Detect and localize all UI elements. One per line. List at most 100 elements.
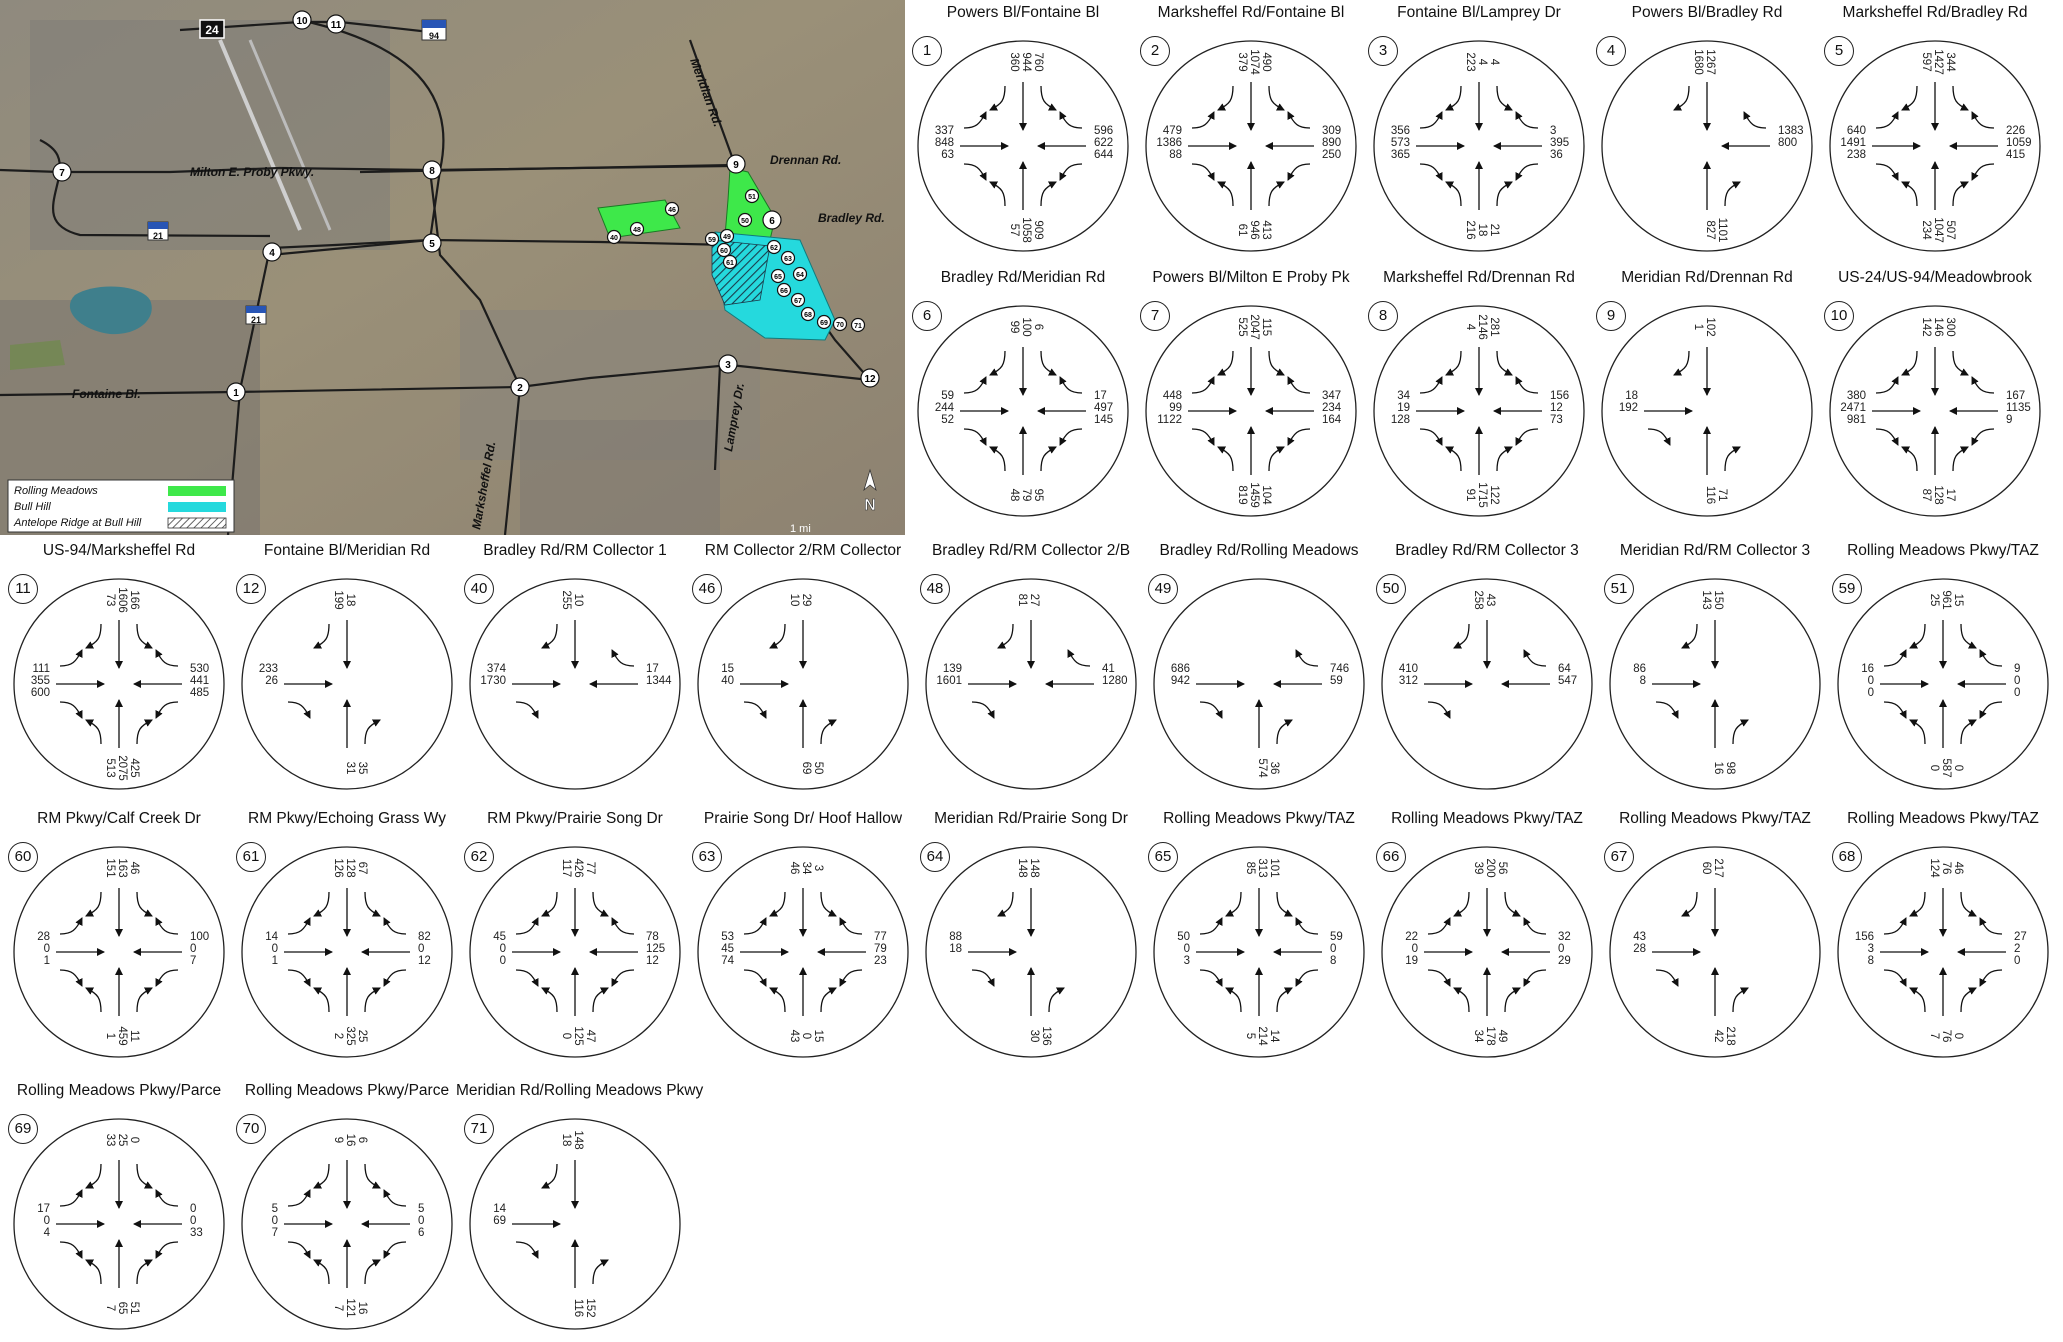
west-volume-label: 192 <box>1619 402 1638 414</box>
east-volume-label: 145 <box>1094 414 1113 426</box>
south-approach-arrow <box>1952 446 1969 472</box>
intersection-number-badge: 51 <box>1604 574 1634 604</box>
south-volume-label: 14 <box>1268 1030 1280 1043</box>
west-volume-label: 45 <box>721 943 734 955</box>
west-volume-label: 139 <box>943 663 962 675</box>
south-volume-label: 574 <box>1256 758 1268 778</box>
east-approach-arrow <box>1971 376 1995 394</box>
north-approach-arrow <box>364 1163 381 1189</box>
legend-label-bull-hill: Bull Hill <box>14 501 51 513</box>
west-volume-label: 337 <box>935 125 954 137</box>
intersection-number-badge: 1 <box>912 36 942 66</box>
intersection-panel-69: Rolling Meadows Pkwy/Parce 33 25 0 0 0 33 51 65 7… <box>6 1078 232 1342</box>
south-approach-arrow <box>1276 987 1293 1013</box>
svg-text:59: 59 <box>708 237 716 244</box>
north-approach-arrow <box>1681 891 1698 917</box>
west-volume-label: 14 <box>493 1203 506 1215</box>
north-approach-arrow <box>85 1163 102 1189</box>
intersection-number-badge: 49 <box>1148 574 1178 604</box>
panel-title: Bradley Rd/RM Collector 2/B <box>931 542 1131 559</box>
east-approach-arrow <box>1979 649 2003 667</box>
intersection-panel-67: Rolling Meadows Pkwy/TAZ 60 217 43 28 218 42 67 <box>1602 806 1828 1070</box>
south-volume-label: 136 <box>1040 1026 1052 1045</box>
south-volume-label: 7 <box>1928 1033 1940 1039</box>
map-marker-59: 59 <box>704 231 720 247</box>
west-volume-label: 244 <box>935 402 955 414</box>
intersection-number-badge: 9 <box>1596 301 1626 331</box>
intersection-circle <box>697 846 909 1058</box>
map-marker-7: 7 <box>52 162 72 182</box>
south-volume-label: 0 <box>800 1033 812 1039</box>
svg-text:2: 2 <box>517 383 523 394</box>
map-marker-68: 68 <box>800 306 816 322</box>
north-approach-arrow <box>1901 350 1918 376</box>
intersection-circle <box>1829 305 2041 517</box>
east-approach-arrow <box>1059 376 1083 394</box>
north-volume-label: 223 <box>1464 52 1476 71</box>
south-approach-arrow <box>313 1259 330 1285</box>
map-marker-46: 46 <box>664 201 680 217</box>
east-volume-label: 12 <box>1550 402 1563 414</box>
north-volume-label: 56 <box>1496 862 1508 875</box>
south-volume-label: 218 <box>1724 1026 1736 1045</box>
south-approach-arrow <box>136 1259 153 1285</box>
panel-title: Powers Bl/Fontaine Bl <box>946 4 1100 21</box>
east-volume-label: 12 <box>418 955 431 967</box>
north-approach-arrow <box>1445 350 1462 376</box>
intersection-panel-61: RM Pkwy/Echoing Grass Wy 126 128 67 82 0 12 25 3… <box>234 806 460 1070</box>
east-approach-arrow <box>383 969 407 987</box>
east-approach-arrow <box>1295 917 1319 935</box>
north-approach-arrow <box>1268 85 1285 111</box>
west-approach-arrow <box>743 969 767 987</box>
west-volume-label: 640 <box>1847 125 1866 137</box>
svg-text:94: 94 <box>429 31 439 41</box>
intersection-number-badge: 68 <box>1832 842 1862 872</box>
west-approach-arrow <box>1191 376 1215 394</box>
rolling-meadows-area <box>597 199 681 239</box>
svg-text:10: 10 <box>296 16 308 27</box>
map-marker-10: 10 <box>292 10 312 30</box>
north-approach-arrow <box>989 350 1006 376</box>
intersection-panel-10: US-24/US-94/Meadowbrook 142 146 300 167 1135 9… <box>1822 265 2048 529</box>
map-marker-65: 65 <box>770 268 786 284</box>
east-approach-arrow <box>1515 376 1539 394</box>
north-volume-label: 34 <box>800 862 812 875</box>
south-volume-label: 1459 <box>1248 482 1260 508</box>
east-volume-label: 622 <box>1094 137 1113 149</box>
west-approach-arrow <box>1655 701 1679 719</box>
east-volume-label: 17 <box>1094 390 1107 402</box>
west-volume-label: 573 <box>1391 137 1410 149</box>
west-approach-arrow <box>515 1241 539 1259</box>
north-volume-label: 1074 <box>1248 49 1260 75</box>
north-approach-arrow <box>136 623 153 649</box>
intersection-circle <box>469 846 681 1058</box>
south-volume-label: 95 <box>1032 489 1044 502</box>
east-volume-label: 59 <box>1330 931 1343 943</box>
north-volume-label: 81 <box>1016 594 1028 607</box>
intersection-circle <box>697 578 909 790</box>
south-approach-arrow <box>989 181 1006 207</box>
west-volume-label: 18 <box>949 943 962 955</box>
north-approach-arrow <box>989 85 1006 111</box>
intersection-number-badge: 64 <box>920 842 950 872</box>
intersection-number-badge: 63 <box>692 842 722 872</box>
east-approach-arrow <box>1979 917 2003 935</box>
north-approach-arrow <box>997 623 1014 649</box>
west-volume-label: 686 <box>1171 663 1190 675</box>
east-volume-label: 9 <box>2014 663 2020 675</box>
west-volume-label: 0 <box>44 943 50 955</box>
east-volume-label: 82 <box>418 931 431 943</box>
map-marker-3: 3 <box>718 354 738 374</box>
south-volume-label: 76 <box>1940 1030 1952 1043</box>
panel-title: RM Pkwy/Echoing Grass Wy <box>248 810 446 827</box>
east-volume-label: 5 <box>418 1203 424 1215</box>
panel-title: RM Pkwy/Calf Creek Dr <box>37 810 201 827</box>
south-approach-arrow <box>1952 181 1969 207</box>
intersection-number-badge: 8 <box>1368 301 1398 331</box>
north-volume-label: 300 <box>1944 317 1956 336</box>
east-volume-label: 3 <box>1550 125 1556 137</box>
